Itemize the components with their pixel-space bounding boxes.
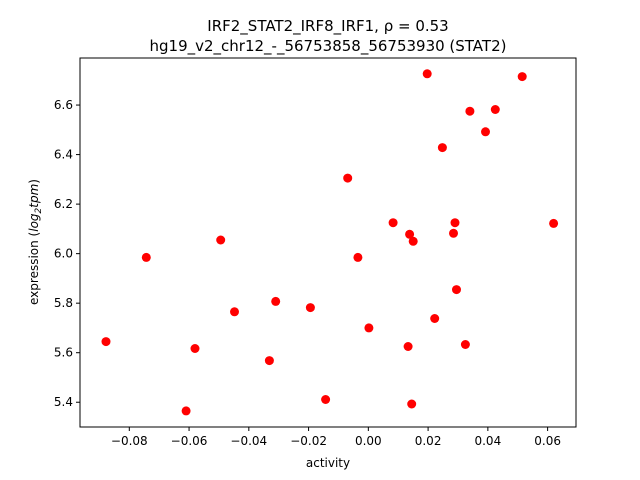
x-tick-label: 0.00 [355, 434, 382, 448]
y-tick-label: 6.0 [54, 247, 73, 261]
chart-title-line-1: IRF2_STAT2_IRF8_IRF1, ρ = 0.53 [207, 17, 448, 36]
data-point [449, 228, 458, 238]
data-point [305, 303, 315, 313]
data-point [101, 337, 111, 347]
y-axis-ticks: 5.4 5.6 5.8 6.0 6.2 6.4 6.6 [54, 98, 80, 409]
data-point [465, 106, 475, 116]
data-point [181, 406, 191, 416]
x-tick-label: 0.02 [415, 434, 442, 448]
data-point [437, 143, 447, 153]
data-point [407, 399, 417, 409]
data-point [481, 127, 490, 137]
data-point [264, 356, 274, 366]
data-point [517, 72, 527, 82]
data-point [190, 344, 200, 353]
data-point [403, 342, 413, 351]
x-tick-label: −0.06 [171, 434, 208, 448]
chart-title-line-2: hg19_v2_chr12_-_56753858_56753930 (STAT2… [150, 37, 507, 56]
y-tick-label: 6.2 [54, 197, 73, 211]
data-point [490, 105, 500, 114]
data-point [549, 218, 559, 228]
y-tick-label: 5.4 [54, 395, 73, 409]
data-point [353, 252, 363, 262]
data-point [343, 173, 353, 183]
x-tick-label: −0.08 [111, 434, 148, 448]
data-point [430, 314, 440, 323]
plot-frame [79, 57, 577, 428]
data-point [141, 252, 151, 262]
data-point [460, 340, 470, 349]
data-point [408, 236, 418, 246]
data-point [405, 229, 415, 239]
x-tick-label: 0.06 [534, 434, 561, 448]
data-point [422, 69, 432, 79]
y-axis-label-tpm: tpm [27, 184, 41, 208]
x-tick-label: 0.04 [474, 434, 501, 448]
data-points [101, 69, 559, 416]
data-point [216, 235, 226, 245]
y-tick-label: 6.6 [54, 98, 73, 112]
y-axis-label-log: log [27, 213, 41, 232]
data-point [452, 285, 461, 295]
data-point [321, 395, 331, 404]
data-point [450, 218, 460, 228]
y-tick-label: 5.6 [54, 346, 73, 360]
y-tick-label: 5.8 [54, 296, 73, 310]
y-axis-label-prefix: expression ( [27, 232, 41, 305]
data-point [230, 307, 239, 317]
y-axis-label: expression (log2tpm) [27, 179, 44, 305]
data-point [388, 218, 398, 228]
y-axis-label-sub: 2 [34, 207, 44, 213]
x-axis-ticks: −0.08 −0.06 −0.04 −0.02 0.00 0.02 0.04 0.06 [111, 427, 561, 448]
y-tick-label: 6.4 [54, 148, 73, 162]
x-tick-label: −0.04 [230, 434, 267, 448]
data-point [364, 323, 374, 333]
data-point [271, 296, 281, 306]
y-axis-label-suffix: ) [27, 179, 41, 184]
x-tick-label: −0.02 [290, 434, 327, 448]
x-axis-label: activity [306, 456, 350, 470]
